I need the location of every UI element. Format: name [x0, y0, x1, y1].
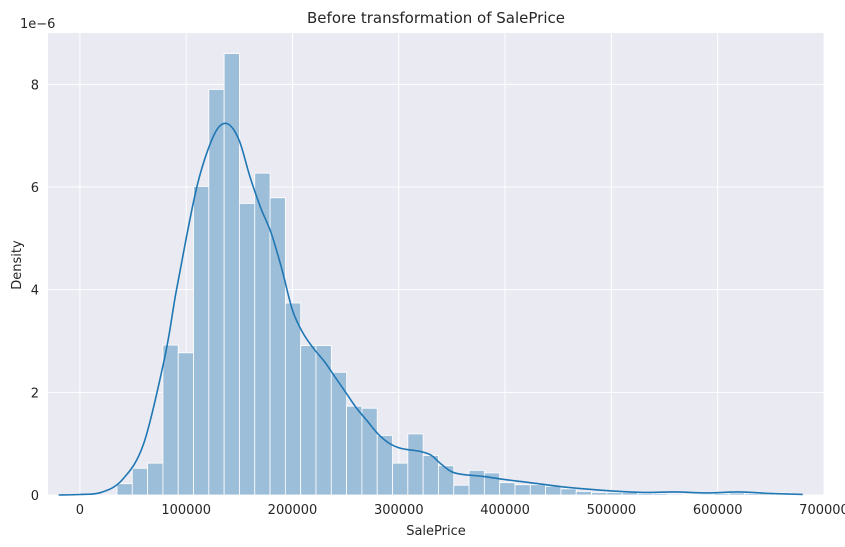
x-axis-label: SalePrice [406, 524, 466, 539]
histogram-bar [514, 484, 531, 496]
histogram-bar [162, 344, 179, 496]
histogram-bar [116, 483, 133, 496]
histogram-bar [499, 482, 516, 496]
histogram-bar [468, 469, 485, 496]
histogram-bar [131, 467, 149, 496]
histogram-bar [591, 492, 608, 496]
histogram-bar [560, 488, 577, 496]
y-tick-labels: 0 2 4 6 8 [31, 78, 39, 504]
x-tick-label: 500000 [587, 503, 637, 518]
histogram-bar [300, 345, 317, 496]
histogram-bars [116, 53, 791, 496]
x-tick-label: 700000 [799, 503, 845, 518]
y-scale-note: 1e−6 [20, 17, 55, 32]
histogram-bar [269, 197, 286, 496]
x-tick-label: 600000 [693, 503, 743, 518]
histogram-bar [728, 492, 745, 496]
x-tick-label: 300000 [374, 503, 424, 518]
histogram-bar [361, 407, 378, 496]
histogram-bar [284, 302, 302, 496]
histogram-bar [422, 455, 439, 496]
histogram-bar [346, 405, 363, 496]
histogram-bar [744, 493, 761, 496]
x-tick-label: 400000 [480, 503, 530, 518]
histogram-bar [529, 484, 546, 496]
histogram-bar [223, 53, 240, 496]
histogram-bar [147, 462, 164, 496]
histogram-bar [545, 485, 562, 496]
histogram-bar [682, 494, 700, 496]
histogram-bar [193, 186, 210, 496]
chart-title: Before transformation of SalePrice [307, 9, 565, 27]
histogram-bar [652, 493, 669, 496]
histogram-bar [667, 493, 684, 496]
histogram-bar [713, 493, 730, 496]
histogram-bar [637, 493, 654, 496]
y-tick-label: 4 [31, 284, 39, 299]
histogram-bar [208, 89, 225, 496]
histogram-bar [177, 352, 194, 496]
histogram-bar [407, 433, 424, 496]
x-tick-labels: 0 100000 200000 300000 400000 500000 600000 700… [76, 503, 845, 518]
histogram-bar [453, 484, 470, 496]
x-tick-label: 0 [76, 503, 84, 518]
histogram-bar [239, 203, 256, 496]
histogram-bar [254, 172, 271, 496]
x-tick-label: 100000 [161, 503, 211, 518]
kde-curve [58, 122, 803, 496]
y-tick-label: 6 [31, 181, 39, 196]
y-axis-label: Density [10, 240, 25, 290]
histogram-bar [392, 462, 409, 496]
histogram-bar [606, 492, 623, 496]
histogram-bar [575, 491, 592, 496]
y-tick-label: 8 [31, 78, 39, 93]
y-tick-label: 2 [31, 386, 39, 401]
x-tick-label: 200000 [268, 503, 318, 518]
histogram-bar [438, 465, 455, 496]
y-tick-label: 0 [31, 489, 39, 504]
histogram-bar [698, 493, 715, 496]
